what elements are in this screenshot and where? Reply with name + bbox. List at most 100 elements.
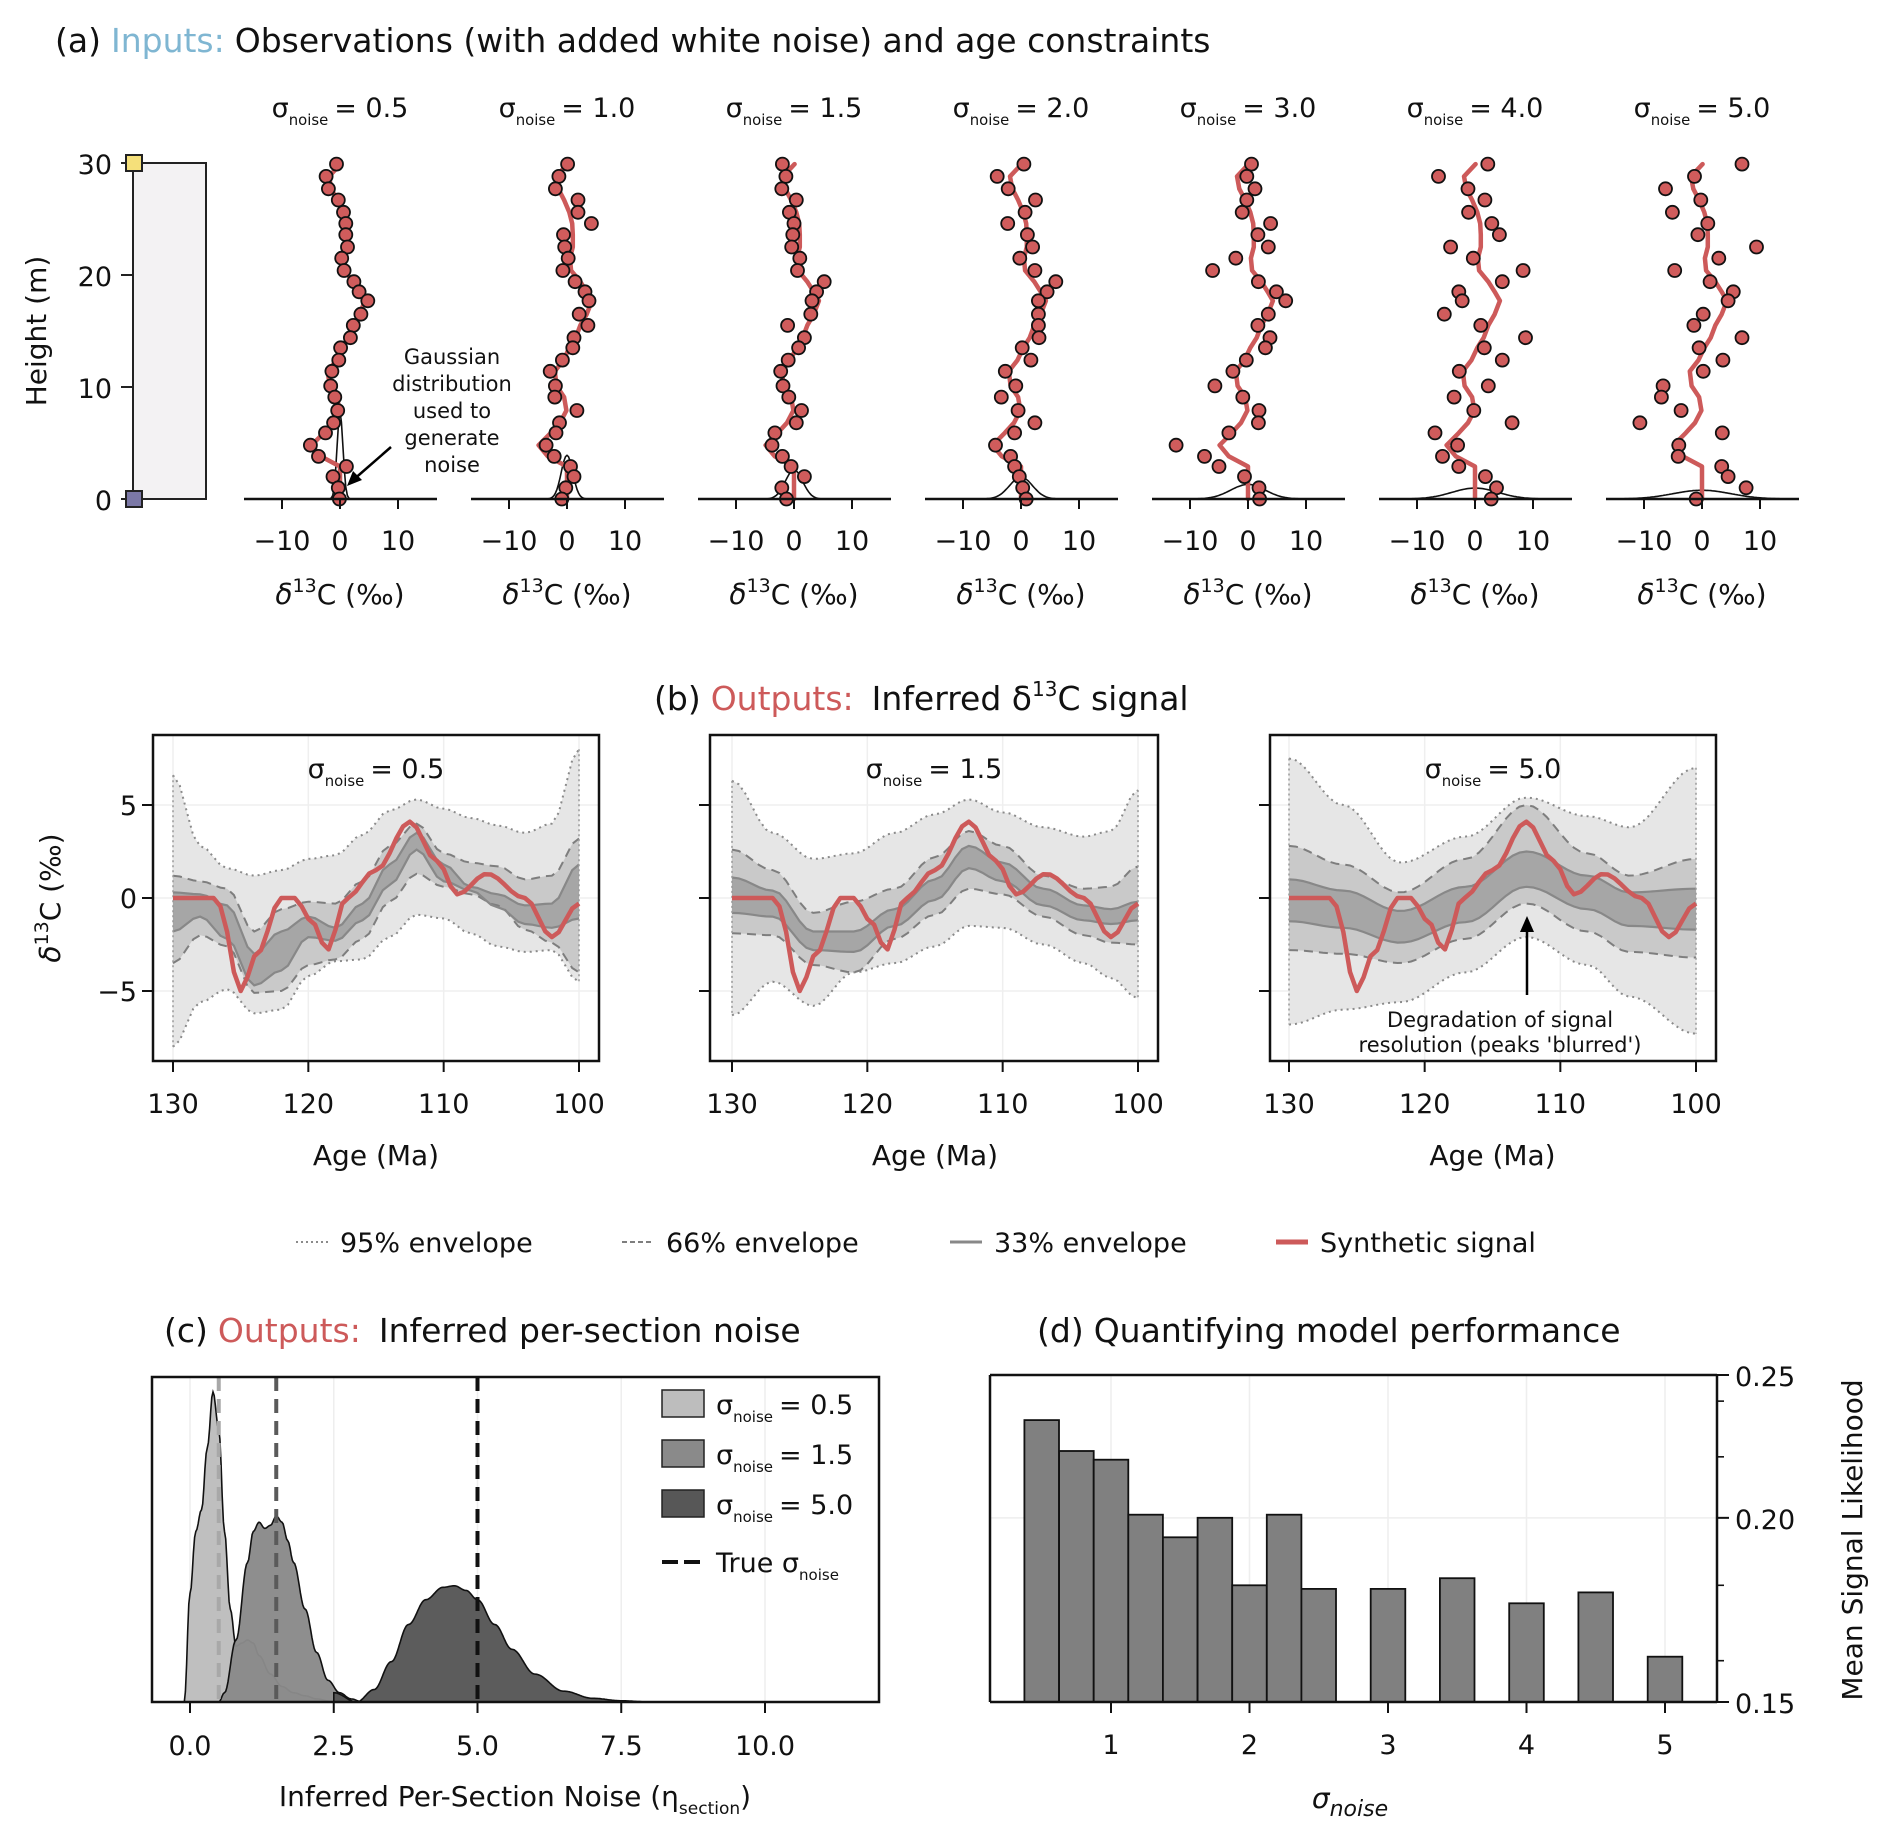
- xlabel-rest: C (‰): [544, 578, 632, 611]
- subplot-a-5: σnoise = 5.0 −10 0 10 δ13C (‰): [1606, 93, 1799, 611]
- observation-point: [1211, 459, 1227, 474]
- observation-point: [311, 448, 326, 464]
- observation-point: [1494, 274, 1510, 290]
- observation-point: [993, 389, 1009, 405]
- panel-b-title-post: C signal: [1057, 679, 1188, 718]
- x-tick-label: 7.5: [600, 1731, 643, 1762]
- true-signal-line: [1444, 161, 1503, 502]
- y-tick-label: 0: [120, 884, 137, 915]
- bar: [1023, 1419, 1060, 1703]
- observation-point: [804, 293, 820, 309]
- y-tick-label: −5: [97, 977, 137, 1008]
- sigma-symbol: σ: [866, 754, 883, 785]
- observation-point: [1695, 306, 1711, 322]
- observation-point: [560, 156, 575, 172]
- sigma-subscript: noise: [970, 111, 1009, 129]
- observation-point: [775, 156, 790, 172]
- sigma-symbol: σ: [1407, 93, 1424, 124]
- envelope-66-lower: [731, 887, 1139, 974]
- panel-d-title: (d) Quantifying model performance: [1037, 1311, 1621, 1350]
- observation-point: [764, 437, 780, 453]
- observation-point: [1720, 469, 1736, 485]
- x-tick-label: 0.0: [169, 1731, 212, 1762]
- observation-point: [1020, 227, 1035, 243]
- observation-point: [1251, 403, 1267, 418]
- observation-point: [1484, 216, 1500, 231]
- observation-point: [775, 378, 791, 394]
- panel-d-title-text: Quantifying model performance: [1094, 1311, 1621, 1350]
- y-tick-label: 0: [95, 486, 112, 517]
- envelope-95-upper: [731, 779, 1139, 860]
- xlabel-sup: 13: [520, 575, 544, 597]
- observation-point: [1238, 352, 1254, 368]
- legend-label: 95% envelope: [340, 1228, 533, 1259]
- observation-point: [1250, 317, 1266, 333]
- panel-c-title: (c) Outputs: Inferred per-section noise: [164, 1311, 801, 1350]
- panel-d-ylabel: Mean Signal Likelihood: [1836, 1379, 1869, 1700]
- sigma-symbol: σ: [308, 754, 325, 785]
- sigma-symbol: σ: [726, 93, 743, 124]
- observation-point: [1454, 293, 1470, 309]
- x-axis-label: Age (Ma): [313, 1139, 439, 1172]
- observation-point: [1667, 263, 1683, 278]
- panel-c-xlabel: Inferred Per-Section Noise (ηsection): [279, 1780, 751, 1819]
- sigma-symbol: σ: [716, 1440, 733, 1471]
- sigma-subscript: noise: [325, 772, 364, 790]
- envelope-66-lower: [1288, 902, 1697, 965]
- xlabel-delta: δ: [956, 578, 973, 611]
- annotation-arrow-head: [347, 471, 362, 486]
- x-tick-label: −10: [1162, 526, 1219, 557]
- sigma-symbol: σ: [953, 93, 970, 124]
- observation-point: [794, 403, 809, 418]
- observation-point: [1665, 204, 1680, 220]
- x-tick-label: 5.0: [456, 1731, 499, 1762]
- xlabel-end: ): [740, 1780, 751, 1813]
- x-tick-label: 120: [283, 1089, 335, 1120]
- envelope-95-lower: [172, 913, 580, 1048]
- x-tick-label: 10: [835, 526, 869, 557]
- envelope-95-upper: [1288, 757, 1697, 864]
- envelope-33-upper: [172, 831, 580, 956]
- observation-point: [780, 317, 795, 333]
- x-tick-label: 10.0: [735, 1731, 795, 1762]
- plot-frame: [150, 1375, 881, 1704]
- subplot-title: σnoise = 4.0: [1407, 93, 1544, 129]
- sigma-symbol: σ: [716, 1390, 733, 1421]
- envelope-66-upper: [1288, 803, 1697, 894]
- observation-point: [785, 227, 801, 243]
- panel-c-accent: Outputs:: [218, 1311, 361, 1350]
- observation-point: [1031, 317, 1046, 333]
- panel-d-plot: 1 2 3 4 5 0.15 0.20 0.25: [988, 1362, 1795, 1761]
- legend-label: σnoise = 0.5: [716, 1390, 853, 1426]
- xlabel-rest: C (‰): [1225, 578, 1313, 611]
- legend-swatch: [661, 1389, 705, 1418]
- observation-point: [1025, 239, 1040, 255]
- bar: [1646, 1655, 1684, 1703]
- observation-point: [767, 425, 783, 441]
- observation-point: [1450, 437, 1465, 453]
- observation-point: [1492, 227, 1507, 243]
- sigma-value: = 2.0: [1015, 93, 1089, 124]
- bar: [1265, 1513, 1303, 1703]
- kde-5.0: [333, 1585, 650, 1703]
- sigma-symbol: σ: [1634, 93, 1651, 124]
- x-axis-label: δ13C (‰): [275, 575, 404, 611]
- observation-point: [1749, 239, 1764, 255]
- sigma-value: = 4.0: [1469, 93, 1543, 124]
- observation-point: [773, 363, 789, 379]
- observation-point: [1693, 192, 1709, 208]
- sigma-value: = 1.5: [779, 1440, 853, 1471]
- observation-point: [560, 250, 576, 266]
- observation-point: [1235, 389, 1251, 405]
- y-tick-label: 10: [78, 374, 112, 405]
- xlabel-delta: δ: [1410, 578, 1427, 611]
- observation-point: [338, 459, 354, 474]
- sigma-symbol: σ: [1425, 754, 1442, 785]
- xlabel-sup: 13: [974, 575, 998, 597]
- subplot-title: σnoise = 3.0: [1180, 93, 1317, 129]
- subplot-title: σnoise = 0.5: [272, 93, 409, 129]
- x-tick-label: 10: [1516, 526, 1550, 557]
- observation-point: [1504, 415, 1520, 431]
- observation-point: [1225, 363, 1241, 379]
- observation-point: [1715, 352, 1731, 368]
